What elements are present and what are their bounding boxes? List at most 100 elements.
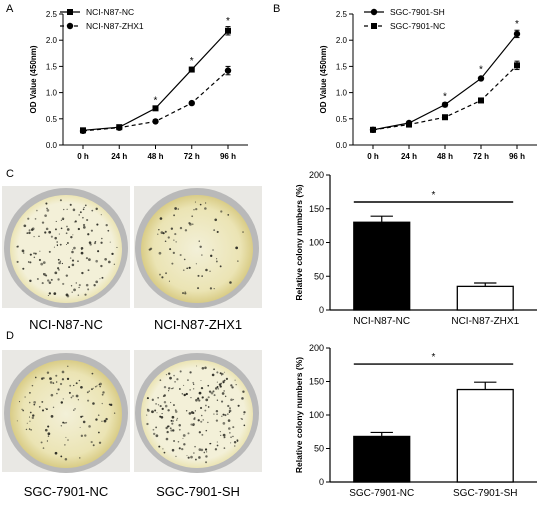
- panel-label-d: D: [6, 330, 14, 342]
- colony-dot: [30, 228, 34, 231]
- colony-dot: [93, 242, 97, 245]
- y-tick-label: 1.0: [336, 89, 348, 98]
- colony-dot: [237, 404, 240, 407]
- colony-dot: [241, 418, 243, 420]
- colony-dot: [59, 199, 62, 202]
- colony-dot: [146, 414, 148, 416]
- dish-agar: [141, 195, 253, 303]
- colony-dot: [199, 245, 202, 249]
- colony-dot: [182, 434, 186, 437]
- colony-dot: [177, 208, 180, 210]
- colony-dot: [159, 273, 161, 276]
- colony-dot: [190, 455, 193, 459]
- colony-dot: [72, 395, 74, 397]
- colony-dot: [189, 389, 191, 391]
- colony-dot: [81, 415, 84, 418]
- data-point: [406, 121, 412, 128]
- x-tick-label: 72 h: [184, 152, 200, 161]
- colony-dot: [28, 401, 31, 404]
- colony-dot: [50, 415, 54, 418]
- y-tick-label: 2.0: [46, 36, 58, 45]
- colony-dot: [33, 403, 36, 406]
- x-tick-label: 96 h: [220, 152, 236, 161]
- colony-dot: [29, 253, 32, 256]
- colony-dot: [190, 396, 192, 399]
- colony-dot: [16, 420, 18, 422]
- colony-dot: [49, 377, 52, 381]
- colony-dot: [227, 419, 231, 422]
- colony-dot: [18, 401, 21, 403]
- colony-dot: [84, 434, 87, 437]
- colony-dot: [91, 388, 93, 391]
- colony-dot: [198, 240, 200, 242]
- colony-dot: [79, 211, 82, 214]
- colony-dot: [219, 372, 222, 375]
- colony-dot: [190, 411, 194, 414]
- colony-dot: [100, 264, 103, 268]
- colony-dot: [161, 412, 163, 415]
- colony-dot: [163, 385, 167, 389]
- colony-dot: [171, 448, 175, 452]
- photo-caption-c-right: NCI-N87-ZHX1: [154, 317, 242, 332]
- colony-dot: [172, 420, 175, 422]
- colony-dot: [64, 458, 68, 461]
- colony-dot: [223, 371, 225, 373]
- colony-dot: [232, 426, 235, 429]
- colony-dot: [186, 267, 189, 270]
- colony-dot: [184, 229, 188, 232]
- colony-dot: [22, 252, 25, 254]
- colony-dot: [33, 252, 36, 255]
- colony-dot: [170, 419, 173, 422]
- colony-dot: [95, 280, 99, 284]
- colony-dot: [205, 398, 209, 402]
- colony-dot: [168, 280, 170, 282]
- colony-dot: [22, 267, 25, 270]
- colony-dot: [88, 425, 91, 428]
- colony-dot: [216, 399, 219, 401]
- colony-dot: [214, 218, 218, 222]
- colony-dot: [88, 390, 90, 392]
- colony-dot: [48, 230, 52, 234]
- data-point: [514, 62, 520, 69]
- colony-dot: [216, 386, 219, 388]
- colony-dot: [189, 371, 192, 374]
- colony-dot: [209, 442, 212, 445]
- colony-dot: [65, 293, 69, 297]
- data-point: [370, 126, 376, 133]
- colony-dot: [229, 281, 232, 284]
- colony-dot: [207, 396, 210, 399]
- colony-dot: [28, 229, 31, 232]
- colony-dot: [82, 208, 85, 211]
- colony-dot: [41, 221, 45, 224]
- colony-dot: [219, 265, 222, 268]
- y-tick-label: 1.5: [46, 62, 58, 71]
- colony-dot: [24, 396, 26, 398]
- colony-dot: [195, 398, 198, 402]
- colony-dot: [209, 287, 213, 290]
- colony-dot: [88, 258, 91, 262]
- colony-dot: [173, 374, 175, 377]
- colony-dot: [237, 260, 239, 262]
- colony-bar-chart-c: 0 50 100 150 200 Relative colony numbers (%) N…: [294, 170, 537, 327]
- colony-dot: [241, 397, 244, 400]
- colony-dot: [86, 391, 89, 394]
- colony-dot: [78, 284, 81, 287]
- y-axis-label: Relative colony numbers (%): [294, 357, 304, 473]
- colony-dot: [159, 217, 163, 220]
- colony-dot: [56, 244, 59, 247]
- bar: [353, 435, 411, 483]
- colony-dot: [227, 404, 230, 408]
- legend-label: SGC-7901-SH: [390, 7, 445, 17]
- colony-dot: [71, 259, 75, 262]
- colony-dot: [158, 229, 160, 231]
- y-tick-label: 100: [309, 238, 324, 248]
- colony-dot: [198, 456, 201, 459]
- bar: [456, 388, 514, 483]
- colony-dot: [160, 415, 164, 419]
- colony-dot: [26, 422, 28, 424]
- colony-dot: [62, 398, 64, 400]
- colony-dot: [234, 445, 236, 447]
- colony-dot: [67, 365, 69, 367]
- colony-dot: [179, 226, 183, 230]
- colony-dot: [212, 390, 215, 393]
